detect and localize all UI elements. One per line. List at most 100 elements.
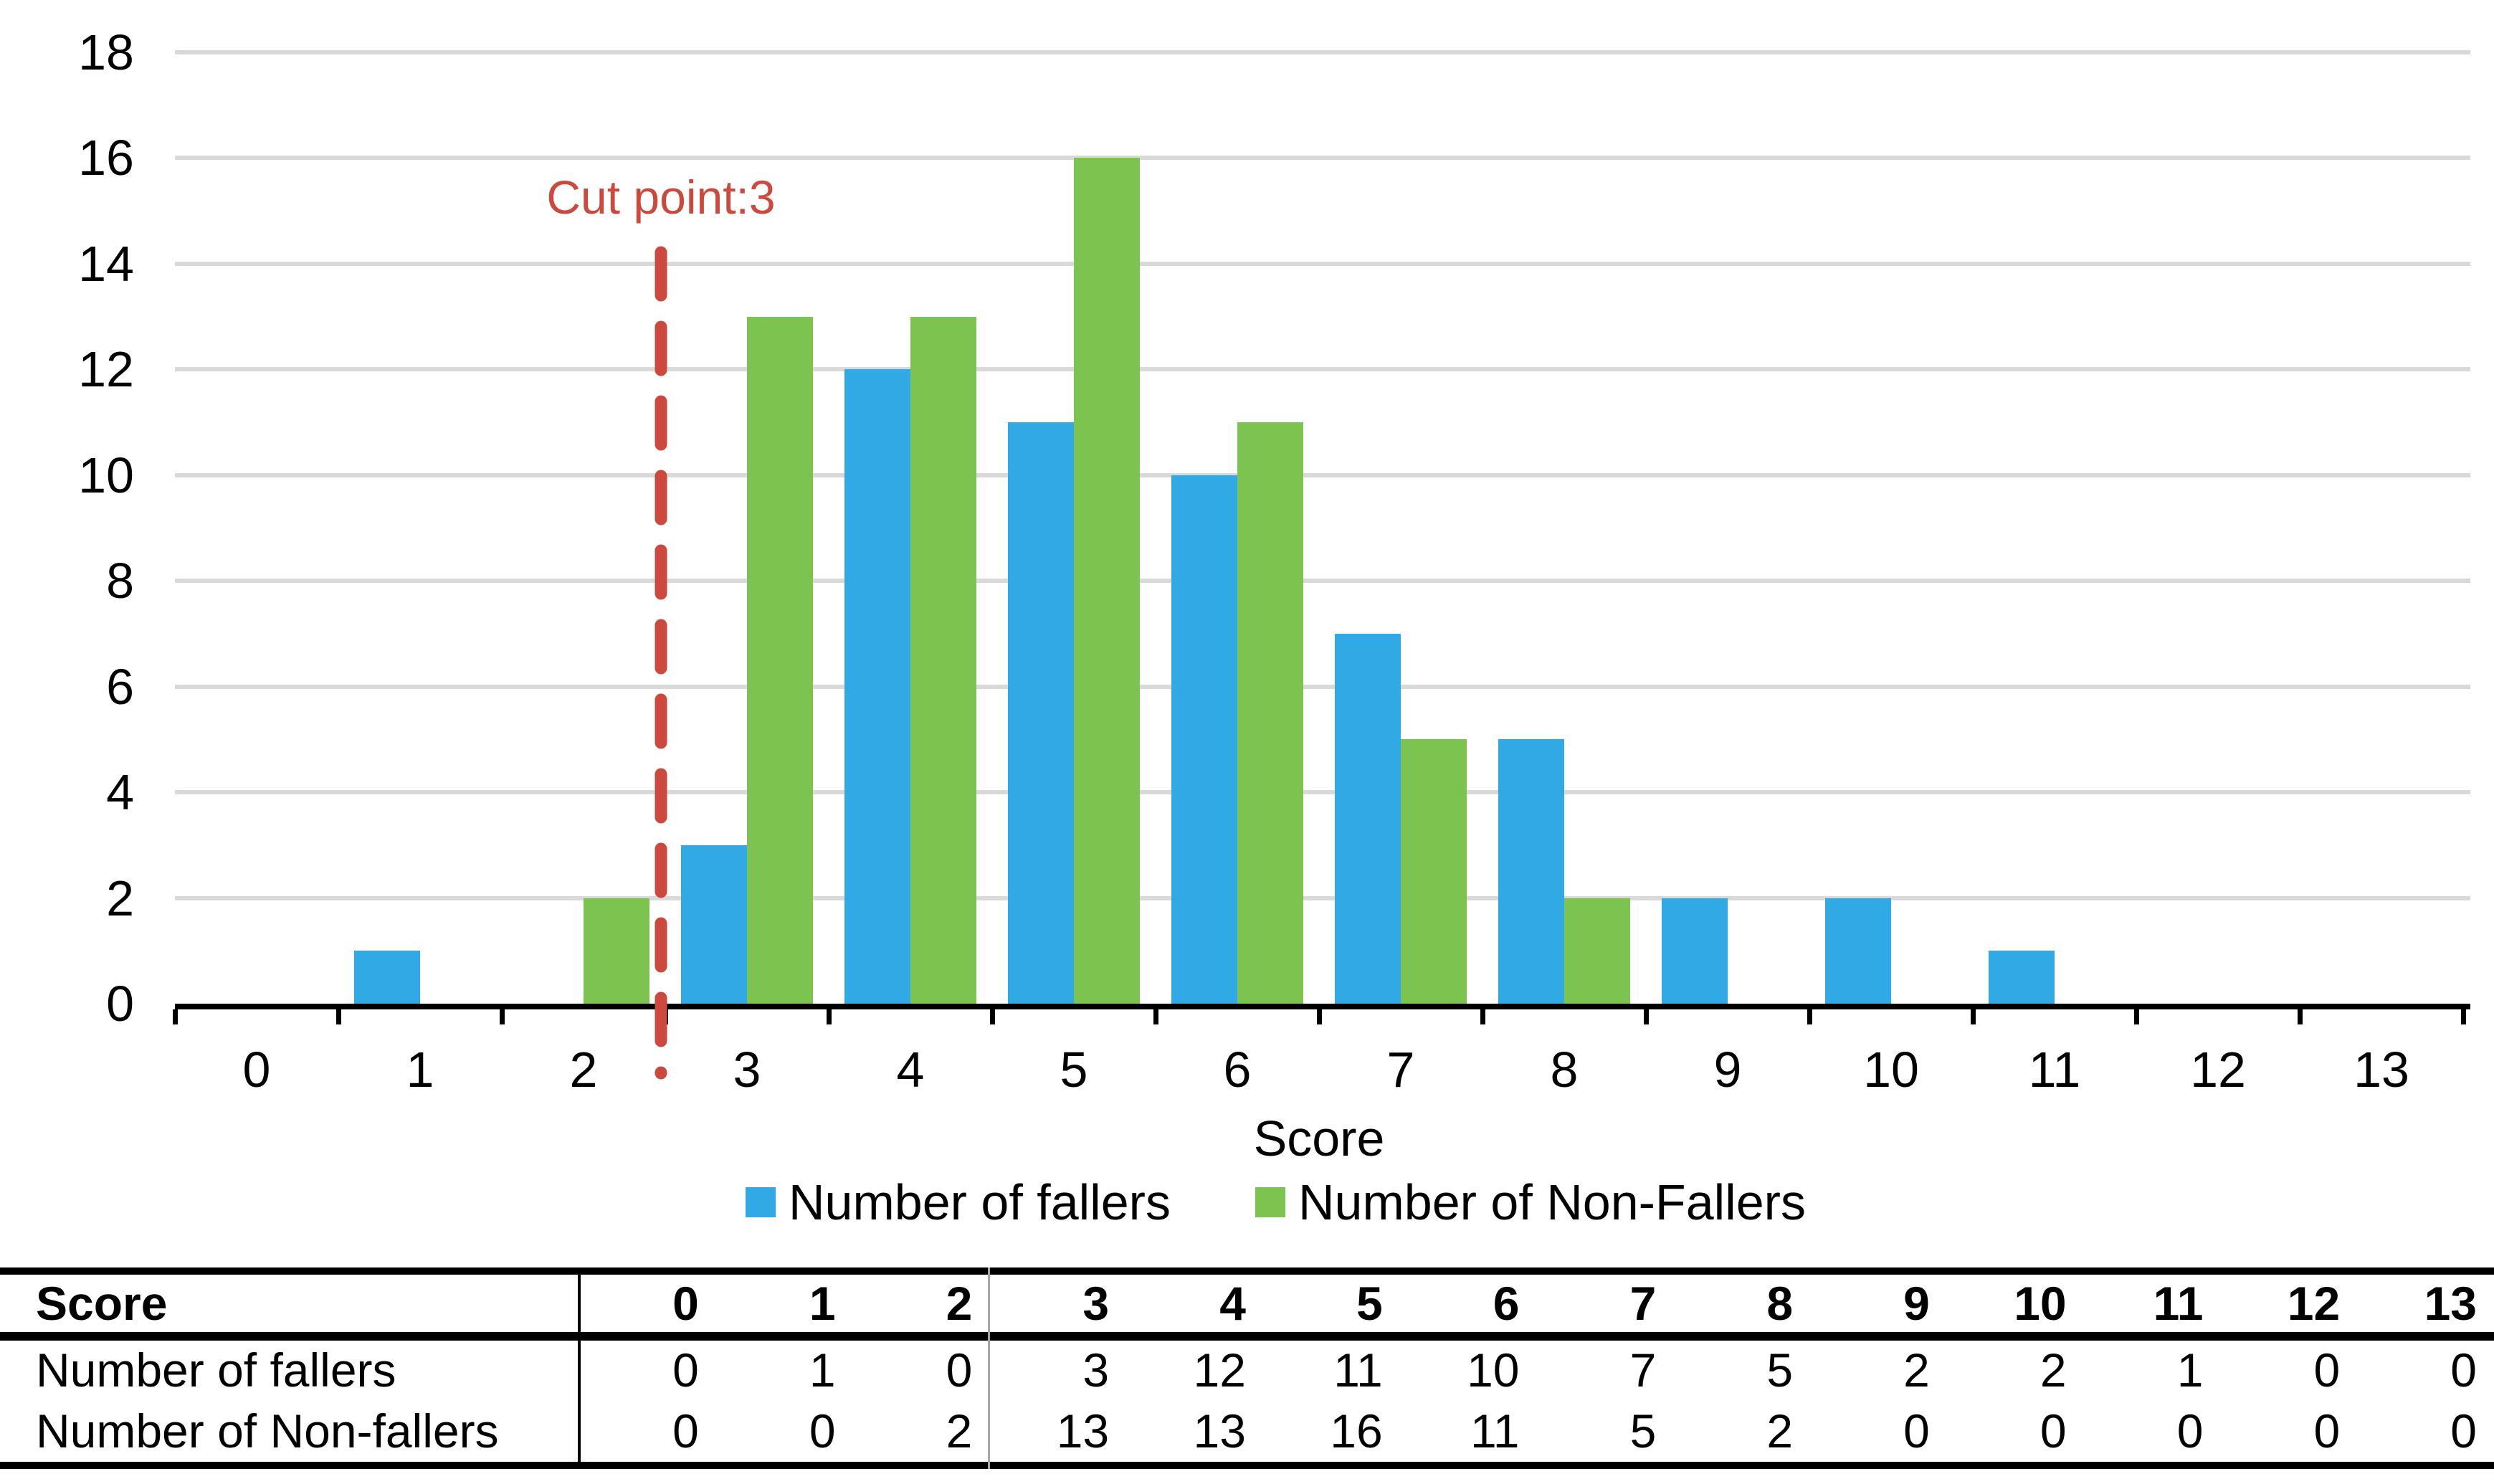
table-fallers-cell-9: 2: [1903, 1343, 1930, 1397]
legend-label-fallers: Number of fallers: [789, 1174, 1171, 1230]
table-header-cell-2: 2: [946, 1277, 973, 1330]
table-header-cell-7: 7: [1629, 1277, 1657, 1330]
x-tick-2: [500, 1009, 505, 1024]
gridline-10: [175, 472, 2470, 477]
table-fallers-cell-3: 3: [1082, 1343, 1110, 1397]
x-tick-label-10: 10: [1863, 1042, 1919, 1098]
table-fallers-cell-8: 5: [1766, 1343, 1794, 1397]
x-tick-12: [2134, 1009, 2139, 1024]
table-cutpoint-divider: [988, 1267, 990, 1469]
table-fallers-cell-2: 0: [946, 1343, 973, 1397]
table-non-fallers-cell-2: 2: [946, 1404, 973, 1457]
bar-fallers-score-3: [681, 845, 747, 1004]
table-header-cell-3: 3: [1082, 1277, 1110, 1330]
table-non-fallers-cell-4: 13: [1193, 1404, 1246, 1457]
x-tick-6: [1153, 1009, 1158, 1024]
bar-fallers-score-5: [1008, 422, 1074, 1004]
score-frequency-table: Score 0 1 2 3 4 5 6 7 8 9 10 11 12 13 Number of faller…: [0, 1267, 2494, 1469]
x-tick-label-0: 0: [242, 1042, 271, 1098]
table-header-cell-8: 8: [1766, 1277, 1794, 1330]
x-tick-11: [1971, 1009, 1976, 1024]
table-non-fallers-cell-9: 0: [1903, 1404, 1930, 1457]
y-tick-label-4: 4: [106, 764, 134, 821]
gridline-2: [175, 895, 2470, 900]
x-tick-label-7: 7: [1386, 1042, 1415, 1098]
gridline-14: [175, 261, 2470, 266]
table-non-fallers-cell-8: 2: [1766, 1404, 1794, 1457]
x-tick-9: [1644, 1009, 1649, 1024]
x-tick-label-5: 5: [1060, 1042, 1088, 1098]
table-header-cell-11: 11: [2153, 1277, 2204, 1330]
bar-non-fallers-score-2: [584, 898, 649, 1004]
x-axis-line: [175, 1004, 2470, 1009]
table-header-label: Score: [36, 1277, 168, 1330]
bar-fallers-score-6: [1171, 475, 1237, 1004]
bar-fallers-score-4: [844, 369, 910, 1004]
non-fallers-swatch-icon: [1255, 1187, 1285, 1217]
table-fallers-cell-13: 0: [2450, 1343, 2477, 1397]
table-header-cell-0: 0: [672, 1277, 699, 1330]
table-header-cell-6: 6: [1493, 1277, 1520, 1330]
y-tick-label-6: 6: [106, 658, 134, 715]
x-tick-label-11: 11: [2028, 1042, 2081, 1098]
gridline-8: [175, 579, 2470, 584]
bar-fallers-score-1: [354, 951, 420, 1004]
x-tick-label-4: 4: [896, 1042, 925, 1098]
y-tick-label-12: 12: [78, 341, 134, 398]
table-header-cell-5: 5: [1356, 1277, 1383, 1330]
table-fallers-cell-0: 0: [672, 1343, 699, 1397]
bar-non-fallers-score-5: [1074, 158, 1140, 1004]
table-non-fallers-cell-7: 5: [1629, 1404, 1657, 1457]
bar-fallers-score-7: [1335, 633, 1401, 1004]
y-tick-label-16: 16: [78, 130, 134, 186]
cut-point-label: Cut point:3: [546, 171, 776, 224]
x-tick-8: [1480, 1009, 1485, 1024]
table-header-cell-12: 12: [2287, 1277, 2341, 1330]
table-non-fallers-cell-12: 0: [2313, 1404, 2341, 1457]
bar-fallers-score-8: [1498, 739, 1564, 1004]
x-tick-label-2: 2: [569, 1042, 598, 1098]
table-top-border: [0, 1267, 2494, 1275]
x-axis-title: Score: [1253, 1110, 1385, 1166]
legend-label-non-fallers: Number of Non-Fallers: [1298, 1174, 1806, 1230]
x-tick-label-1: 1: [406, 1042, 434, 1098]
table-header-cell-9: 9: [1903, 1277, 1930, 1330]
table-fallers-cell-12: 0: [2313, 1343, 2341, 1397]
table-fallers-cell-4: 12: [1193, 1343, 1246, 1397]
bar-non-fallers-score-8: [1564, 898, 1630, 1004]
y-tick-label-2: 2: [106, 870, 134, 926]
bar-fallers-score-9: [1662, 898, 1728, 1004]
legend-item-non-fallers: Number of Non-Fallers: [1255, 1177, 1806, 1227]
table-fallers-cell-7: 7: [1629, 1343, 1657, 1397]
table-bottom-border: [0, 1462, 2494, 1469]
table-header-row: Score 0 1 2 3 4 5 6 7 8 9 10 11 12 13: [0, 1275, 2494, 1332]
table-fallers-cell-11: 1: [2176, 1343, 2204, 1397]
table-header-cell-1: 1: [809, 1277, 836, 1330]
y-tick-label-10: 10: [78, 447, 134, 503]
bar-non-fallers-score-6: [1237, 422, 1303, 1004]
table-header-cell-4: 4: [1219, 1277, 1246, 1330]
y-tick-label-14: 14: [78, 235, 134, 292]
bar-fallers-score-10: [1825, 898, 1891, 1004]
table-non-fallers-cell-13: 0: [2450, 1404, 2477, 1457]
table-non-fallers-cell-1: 0: [809, 1404, 836, 1457]
table-non-fallers-label: Number of Non-fallers: [36, 1404, 499, 1457]
gridline-18: [175, 50, 2470, 54]
y-tick-label-0: 0: [106, 976, 134, 1032]
table-fallers-cell-5: 11: [1333, 1343, 1383, 1397]
table-non-fallers-cell-5: 16: [1330, 1404, 1383, 1457]
table-row-non-fallers: Number of Non-fallers 0 0 2 13 13 16 11 5 2 0 0 0 0 0: [0, 1399, 2494, 1462]
gridline-16: [175, 156, 2470, 161]
gridline-4: [175, 790, 2470, 795]
x-tick-13: [2298, 1009, 2303, 1024]
x-tick-14: [2461, 1009, 2466, 1024]
fallers-swatch-icon: [746, 1187, 776, 1217]
table-fallers-cell-6: 10: [1467, 1343, 1520, 1397]
legend: Number of fallers Number of Non-Fallers: [746, 1177, 1806, 1227]
x-tick-10: [1807, 1009, 1812, 1024]
bar-non-fallers-score-3: [747, 316, 813, 1004]
x-tick-5: [990, 1009, 995, 1024]
x-tick-label-6: 6: [1223, 1042, 1252, 1098]
table-non-fallers-cell-11: 0: [2176, 1404, 2204, 1457]
